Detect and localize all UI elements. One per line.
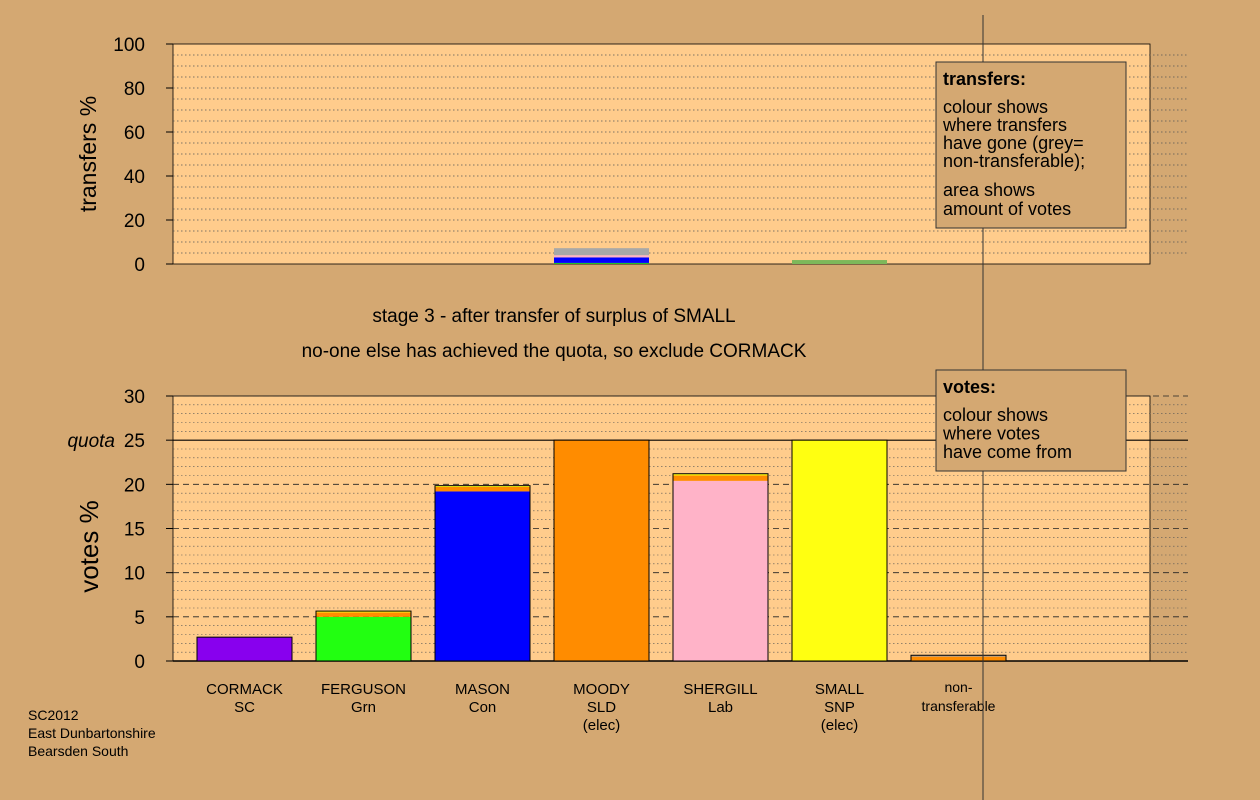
candidate-label: SMALL xyxy=(815,681,864,698)
transfers-legend-box xyxy=(935,61,1127,229)
candidate-label: CORMACK xyxy=(206,681,283,698)
vote-bar-segment xyxy=(316,616,411,661)
vote-bar-segment xyxy=(316,611,411,613)
exclusion-caption: no-one else has achieved the quota, so e… xyxy=(302,341,807,362)
transfers-legend-title: transfers: xyxy=(943,69,1026,89)
nontransferable-label: transferable xyxy=(922,698,996,714)
candidate-label: MASON xyxy=(455,681,510,698)
vote-bar-segment xyxy=(554,440,649,661)
vote-bar-segment xyxy=(316,612,411,617)
transfer-bar-segment xyxy=(554,262,649,264)
votes-legend-text: have come from xyxy=(943,442,1072,462)
vote-bar-outline xyxy=(196,636,293,662)
candidate-label: Con xyxy=(469,699,497,716)
transfers-legend-text: colour shows xyxy=(943,97,1048,117)
transfers-legend-text: have gone (grey= xyxy=(943,133,1084,153)
candidate-label: FERGUSON xyxy=(321,681,406,698)
votes-legend-text: where votes xyxy=(942,424,1040,444)
bottom-y-axis-label: votes % xyxy=(74,500,104,593)
footer-text: SC2012 xyxy=(28,707,79,723)
vote-bar-segment xyxy=(435,491,530,661)
top-y-tick-label: 40 xyxy=(124,167,145,188)
vote-bar-outline xyxy=(672,473,769,662)
candidate-label: SLD xyxy=(587,699,616,716)
bottom-y-tick-label: 30 xyxy=(124,387,145,408)
vote-bar-segment xyxy=(435,485,530,487)
top-y-tick-label: 60 xyxy=(124,123,145,144)
top-y-tick-label: 0 xyxy=(134,255,145,276)
vote-bar-segment xyxy=(911,655,1006,657)
bottom-y-tick-label: 25 xyxy=(124,431,145,452)
vote-bar-outline xyxy=(553,439,650,662)
vote-bar-outline xyxy=(315,610,412,662)
bottom-y-tick-label: 5 xyxy=(134,608,145,629)
candidate-label: Grn xyxy=(351,699,376,716)
bottom-y-tick-label: 20 xyxy=(124,475,145,496)
top-y-axis-label: transfers % xyxy=(75,96,101,212)
vote-bar-segment xyxy=(673,480,768,661)
vote-bar-segment xyxy=(911,656,1006,661)
top-y-tick-label: 20 xyxy=(124,211,145,232)
vote-bar-segment xyxy=(673,475,768,481)
vote-bar-segment xyxy=(197,637,292,661)
bottom-y-tick-label: 15 xyxy=(124,520,145,541)
vote-bar-outline xyxy=(434,485,531,662)
vote-bar-segment xyxy=(792,440,887,661)
candidate-label: (elec) xyxy=(583,717,621,734)
transfers-legend-text: amount of votes xyxy=(943,199,1071,219)
vote-bar-outline xyxy=(910,654,1007,662)
stage-caption: stage 3 - after transfer of surplus of S… xyxy=(372,306,735,327)
transfer-bar-segment xyxy=(554,257,649,263)
bottom-y-tick-label: 10 xyxy=(124,564,145,585)
candidate-label: MOODY xyxy=(573,681,630,698)
footer-text: East Dunbartonshire xyxy=(28,725,156,741)
votes-legend-title: votes: xyxy=(943,377,996,397)
vote-bar-outline xyxy=(791,439,888,662)
votes-legend-text: colour shows xyxy=(943,405,1048,425)
top-y-tick-label: 100 xyxy=(113,35,145,56)
candidate-label: SNP xyxy=(824,699,855,716)
votes-legend-box xyxy=(935,369,1127,472)
vote-bar-segment xyxy=(435,486,530,492)
quota-label: quota xyxy=(67,431,115,452)
candidate-label: Lab xyxy=(708,699,733,716)
top-y-tick-label: 80 xyxy=(124,79,145,100)
nontransferable-label: non- xyxy=(944,679,972,695)
candidate-label: SHERGILL xyxy=(683,681,757,698)
transfer-bar-segment xyxy=(554,255,649,258)
transfers-legend-text: non-transferable); xyxy=(943,151,1085,171)
candidate-label: (elec) xyxy=(821,717,859,734)
transfer-bar-segment xyxy=(792,260,887,264)
transfer-bar-segment xyxy=(554,248,649,256)
footer-text: Bearsden South xyxy=(28,743,128,759)
candidate-label: SC xyxy=(234,699,255,716)
bottom-y-tick-label: 0 xyxy=(134,652,145,673)
transfers-legend-text: where transfers xyxy=(942,115,1067,135)
transfers-legend-text: area shows xyxy=(943,180,1035,200)
vote-bar-segment xyxy=(673,473,768,476)
